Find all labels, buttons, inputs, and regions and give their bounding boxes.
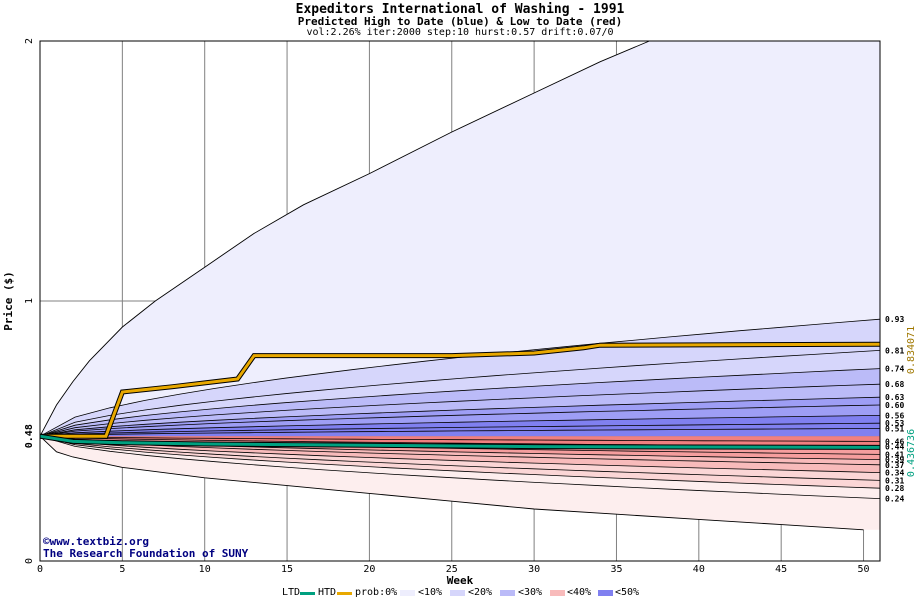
right-quantile-label: 0.34 bbox=[885, 469, 904, 478]
high-probability-band bbox=[40, 405, 880, 437]
chart-subtitle: Predicted High to Date (blue) & Low to D… bbox=[297, 15, 623, 28]
legend-10-swatch bbox=[450, 590, 465, 596]
legend-40-label: <40% bbox=[567, 587, 592, 598]
low-quantile-line bbox=[39, 435, 881, 489]
right-quantile-label: 0.31 bbox=[885, 476, 904, 485]
legend-ltd-label: LTD bbox=[282, 587, 301, 598]
high-quantile-line bbox=[39, 415, 881, 437]
y-axis-title: Price ($) bbox=[2, 271, 15, 331]
legend-prob-label: prob:0% bbox=[355, 587, 398, 598]
low-quantile-line bbox=[39, 435, 881, 499]
high-probability-band bbox=[40, 397, 880, 437]
low-probability-band bbox=[40, 436, 880, 460]
low-envelope-line bbox=[39, 435, 864, 531]
x-tick-label: 25 bbox=[446, 564, 458, 575]
right-quantile-label: 0.24 bbox=[885, 495, 904, 504]
x-axis-title: Week bbox=[447, 574, 474, 587]
x-tick-label: 15 bbox=[281, 564, 293, 575]
ltd-final-value: 0.436736 bbox=[906, 429, 917, 477]
right-quantile-label: 0.60 bbox=[885, 401, 904, 410]
y-tick-label: 2 bbox=[24, 38, 35, 44]
right-quantile-label: 0.46 bbox=[885, 437, 904, 446]
x-tick-label: 40 bbox=[693, 564, 705, 575]
x-tick-label: 0 bbox=[37, 564, 43, 575]
htd-final-value: 0.834071 bbox=[906, 326, 917, 374]
legend: LTD HTD prob:0% <10% <20% <30% <40% <50% bbox=[0, 587, 920, 600]
high-probability-band bbox=[40, 319, 880, 437]
credit-url: ©www.textbiz.org bbox=[43, 535, 149, 548]
low-probability-band bbox=[40, 436, 880, 481]
ltd-line bbox=[39, 434, 881, 449]
y-tick-label: 0 bbox=[24, 558, 35, 564]
high-quantile-line bbox=[39, 428, 881, 437]
high-envelope-line bbox=[39, 40, 650, 437]
low-probability-band bbox=[40, 436, 880, 473]
high-quantile-line bbox=[39, 383, 881, 437]
legend-30-swatch bbox=[550, 590, 565, 596]
right-quantile-label: 0.63 bbox=[885, 393, 904, 402]
right-quantile-label: 0.44 bbox=[885, 443, 904, 452]
legend-prob0-swatch bbox=[400, 590, 415, 596]
low-probability-band bbox=[40, 436, 880, 530]
x-tick-label: 5 bbox=[119, 564, 125, 575]
x-tick-label: 50 bbox=[858, 564, 870, 575]
high-probability-band bbox=[40, 423, 880, 437]
right-quantile-label: 0.41 bbox=[885, 450, 904, 459]
legend-htd-label: HTD bbox=[318, 587, 337, 598]
high-quantile-line bbox=[39, 368, 881, 437]
high-quantile-line bbox=[39, 422, 881, 437]
high-quantile-line bbox=[39, 404, 881, 437]
x-tick-label: 30 bbox=[528, 564, 540, 575]
legend-ltd-swatch bbox=[300, 592, 315, 595]
low-probability-band bbox=[40, 436, 880, 499]
plot-frame bbox=[39, 40, 881, 562]
x-tick-label: 20 bbox=[363, 564, 375, 575]
right-quantile-label: 0.93 bbox=[885, 315, 904, 324]
x-tick-label: 35 bbox=[610, 564, 622, 575]
high-quantile-line bbox=[39, 396, 881, 437]
low-probability-band bbox=[40, 436, 880, 489]
htd-line bbox=[40, 342, 881, 438]
legend-30-label: <30% bbox=[518, 587, 543, 598]
low-quantile-line bbox=[39, 435, 881, 442]
low-probability-band bbox=[40, 436, 880, 442]
start-price-label: 0.48 bbox=[24, 424, 35, 448]
credit-org: The Research Foundation of SUNY bbox=[43, 547, 249, 560]
low-quantile-line bbox=[39, 435, 881, 466]
right-quantile-label: 0.68 bbox=[885, 380, 904, 389]
legend-20-swatch bbox=[500, 590, 515, 596]
right-quantile-label: 0.74 bbox=[885, 365, 904, 374]
low-quantile-line bbox=[39, 435, 881, 481]
legend-htd-swatch bbox=[337, 592, 352, 595]
legend-10-label: <10% bbox=[418, 587, 443, 598]
right-quantile-label: 0.39 bbox=[885, 456, 904, 465]
high-probability-band bbox=[40, 384, 880, 437]
copyright-icon: © bbox=[43, 535, 50, 548]
right-quantile-label: 0.56 bbox=[885, 411, 904, 420]
low-quantile-line bbox=[39, 435, 881, 473]
right-quantile-label: 0.81 bbox=[885, 346, 904, 355]
legend-20-label: <20% bbox=[468, 587, 493, 598]
x-tick-label: 10 bbox=[199, 564, 211, 575]
high-probability-band bbox=[40, 428, 880, 437]
chart-title: Expeditors International of Washing - 19… bbox=[295, 2, 625, 17]
legend-40-swatch bbox=[598, 590, 613, 596]
y-tick-label: 1 bbox=[24, 298, 35, 304]
high-quantile-line bbox=[39, 350, 881, 437]
low-probability-band bbox=[40, 436, 880, 465]
right-quantile-label: 0.28 bbox=[885, 484, 904, 493]
right-quantile-label: 0.51 bbox=[885, 424, 904, 433]
high-probability-band bbox=[40, 350, 880, 437]
high-probability-band bbox=[40, 41, 880, 437]
legend-50-label: <50% bbox=[615, 587, 640, 598]
high-probability-band bbox=[40, 415, 880, 437]
right-quantile-label: 0.37 bbox=[885, 461, 904, 470]
x-tick-label: 45 bbox=[775, 564, 787, 575]
high-probability-band bbox=[40, 368, 880, 437]
right-quantile-label: 0.53 bbox=[885, 419, 904, 428]
simulation-params: vol:2.26% iter:2000 step:10 hurst:0.57 d… bbox=[306, 27, 614, 38]
